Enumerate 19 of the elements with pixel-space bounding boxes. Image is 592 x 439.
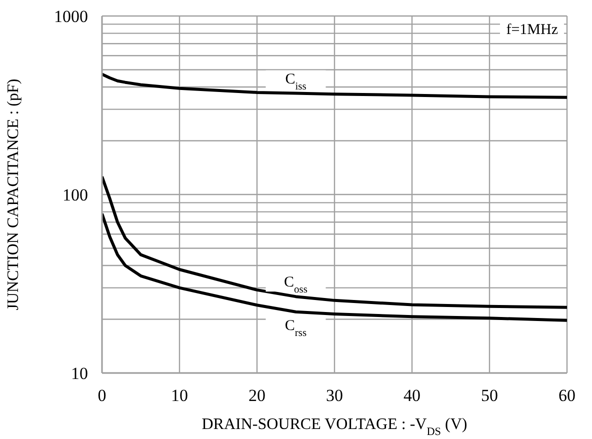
x-tick-label: 20 bbox=[248, 386, 266, 406]
line-series bbox=[102, 175, 567, 309]
line-series bbox=[102, 212, 567, 322]
y-tick-label: 1000 bbox=[54, 7, 88, 26]
x-tick-label: 10 bbox=[171, 386, 188, 406]
x-tick-label: 40 bbox=[404, 386, 420, 406]
series-label: C$_{iss}$ bbox=[285, 71, 306, 92]
annotation: f=1MHz bbox=[500, 20, 564, 41]
line-series bbox=[102, 72, 567, 99]
x-tick-label: 0 bbox=[98, 386, 106, 406]
y-axis-title: JUNCTION CAPACITANCE : (pF) bbox=[5, 78, 22, 310]
x-tick-label: 60 bbox=[558, 386, 576, 406]
x-tick-label: 50 bbox=[481, 386, 498, 406]
series-label: C$_{oss}$ bbox=[284, 274, 308, 296]
series-label: C$_{rss}$ bbox=[284, 318, 307, 338]
x-axis-title: DRAIN-SOURCE VOLTAGE : -V$_{DS}$ (V) bbox=[202, 416, 468, 438]
y-tick-label: 100 bbox=[62, 186, 88, 205]
y-tick-label: 10 bbox=[71, 364, 88, 384]
x-tick-label: 30 bbox=[326, 386, 343, 406]
